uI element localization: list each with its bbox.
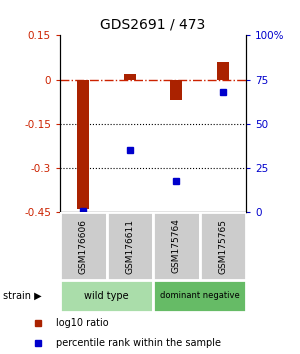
Text: GSM175765: GSM175765 — [218, 218, 227, 274]
Text: strain ▶: strain ▶ — [3, 291, 42, 301]
Text: GSM176606: GSM176606 — [79, 218, 88, 274]
Bar — [124, 74, 136, 80]
Bar — [153, 212, 200, 280]
Text: GSM176611: GSM176611 — [125, 218, 134, 274]
Title: GDS2691 / 473: GDS2691 / 473 — [100, 17, 206, 32]
Text: GSM175764: GSM175764 — [172, 218, 181, 274]
Text: percentile rank within the sample: percentile rank within the sample — [56, 338, 221, 348]
Bar — [60, 212, 106, 280]
Bar — [153, 280, 246, 312]
Bar — [77, 80, 89, 210]
Bar — [60, 280, 153, 312]
Text: log10 ratio: log10 ratio — [56, 318, 109, 328]
Bar — [106, 212, 153, 280]
Text: wild type: wild type — [84, 291, 129, 301]
Text: dominant negative: dominant negative — [160, 291, 239, 300]
Bar — [217, 62, 229, 80]
Bar — [200, 212, 246, 280]
Bar — [170, 80, 182, 100]
